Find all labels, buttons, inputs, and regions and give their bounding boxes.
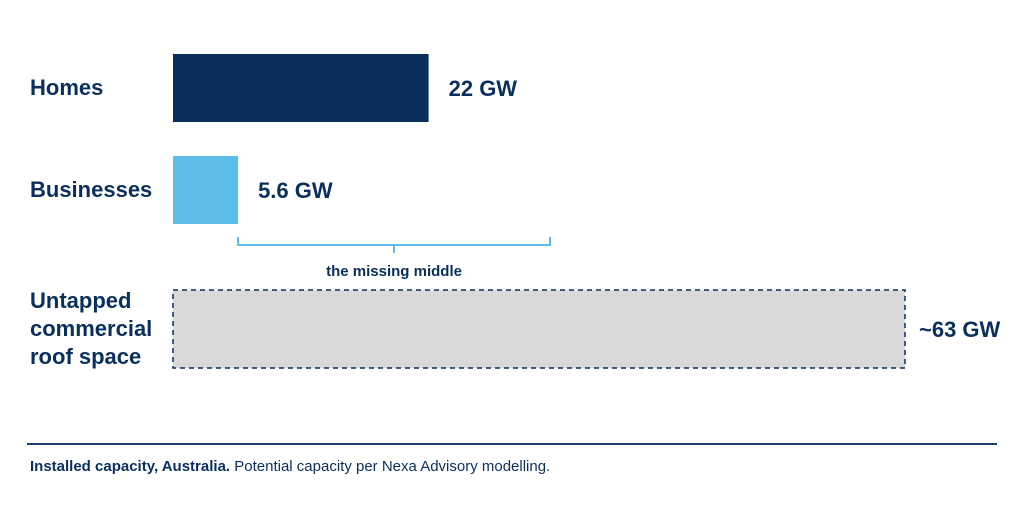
bar (172, 289, 906, 369)
bar (173, 54, 429, 122)
footnote: Installed capacity, Australia. Potential… (30, 458, 550, 475)
category-label: Untapped commercial roof space (30, 288, 153, 369)
value-label: ~63 GW (919, 317, 1001, 342)
annotation: the missing middle (326, 263, 462, 280)
bar (173, 156, 239, 224)
category-label: Businesses (30, 177, 153, 202)
category-label: Homes (30, 75, 104, 100)
value-label: 22 GW (449, 76, 518, 101)
bracket (237, 237, 551, 253)
footnote-text: Potential capacity per Nexa Advisory mod… (234, 458, 551, 475)
footnote-lead: Installed capacity, Australia. (30, 458, 231, 475)
value-label: 5.6 GW (258, 178, 333, 203)
